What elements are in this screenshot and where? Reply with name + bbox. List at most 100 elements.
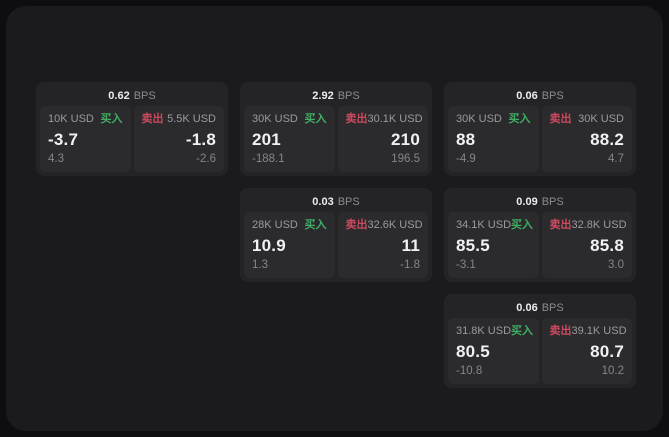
- card-header: 0.09 BPS: [448, 192, 632, 212]
- buy-pane[interactable]: 10K USD 买入 -3.7 4.3: [40, 106, 131, 172]
- quote-card[interactable]: 0.62 BPS 10K USD 买入 -3.7 4.3 卖出 5.5K USD…: [36, 82, 228, 176]
- card-body: 34.1K USD 买入 85.5 -3.1 卖出 32.8K USD 85.8…: [448, 212, 632, 278]
- card-header: 0.06 BPS: [448, 298, 632, 318]
- quote-card[interactable]: 0.06 BPS 30K USD 买入 88 -4.9 卖出 30K USD 8…: [444, 82, 636, 176]
- sell-main-value: 11: [401, 236, 420, 255]
- bps-value: 0.62: [108, 90, 130, 102]
- sell-pane[interactable]: 卖出 30K USD 88.2 4.7: [541, 106, 632, 172]
- quote-card[interactable]: 0.03 BPS 28K USD 买入 10.9 1.3 卖出 32.6K US…: [240, 188, 432, 282]
- bps-label: BPS: [541, 90, 564, 102]
- quote-card[interactable]: 2.92 BPS 30K USD 买入 201 -188.1 卖出 30.1K …: [240, 82, 432, 176]
- buy-pane[interactable]: 31.8K USD 买入 80.5 -10.8: [448, 318, 539, 384]
- card-body: 30K USD 买入 88 -4.9 卖出 30K USD 88.2 4.7: [448, 106, 632, 172]
- buy-sub-value: 1.3: [252, 259, 268, 271]
- sell-sub-value: -1.8: [400, 259, 420, 271]
- quote-card[interactable]: 0.09 BPS 34.1K USD 买入 85.5 -3.1 卖出 32.8K…: [444, 188, 636, 282]
- sell-main-value: 85.8: [590, 236, 624, 255]
- buy-sub-value: 4.3: [48, 153, 64, 165]
- buy-main-value: 85.5: [456, 236, 490, 255]
- bps-label: BPS: [541, 196, 564, 208]
- sell-pane-top: 卖出 32.6K USD: [345, 219, 423, 232]
- sell-sub-value: 10.2: [601, 365, 624, 377]
- buy-pane-top: 10K USD 买入: [48, 113, 123, 126]
- buy-badge: 买入: [100, 113, 123, 125]
- bps-value: 0.06: [516, 90, 538, 102]
- buy-badge: 买入: [304, 113, 327, 125]
- sell-badge: 卖出: [549, 219, 572, 231]
- card-header: 0.03 BPS: [244, 192, 428, 212]
- buy-badge: 买入: [511, 219, 534, 231]
- buy-amount: 31.8K USD: [456, 325, 512, 337]
- sell-main-value: -1.8: [185, 130, 216, 149]
- buy-pane-top: 31.8K USD 买入: [456, 325, 534, 338]
- card-header: 0.62 BPS: [40, 86, 224, 106]
- card-body: 31.8K USD 买入 80.5 -10.8 卖出 39.1K USD 80.…: [448, 318, 632, 384]
- buy-amount: 30K USD: [456, 113, 502, 125]
- buy-pane[interactable]: 34.1K USD 买入 85.5 -3.1: [448, 212, 539, 278]
- card-header: 2.92 BPS: [244, 86, 428, 106]
- sell-badge: 卖出: [141, 113, 164, 125]
- buy-main-value: 201: [252, 130, 281, 149]
- card-body: 10K USD 买入 -3.7 4.3 卖出 5.5K USD -1.8 -2.…: [40, 106, 224, 172]
- sell-badge: 卖出: [345, 113, 368, 125]
- buy-main-value: 88: [456, 130, 476, 149]
- sell-amount: 32.6K USD: [367, 219, 423, 231]
- buy-amount: 34.1K USD: [456, 219, 512, 231]
- sell-amount: 39.1K USD: [571, 325, 627, 337]
- buy-amount: 10K USD: [48, 113, 94, 125]
- sell-sub-value: -2.6: [196, 153, 216, 165]
- buy-pane[interactable]: 30K USD 买入 201 -188.1: [244, 106, 335, 172]
- bps-value: 0.03: [312, 196, 334, 208]
- buy-amount: 28K USD: [252, 219, 298, 231]
- buy-amount: 30K USD: [252, 113, 298, 125]
- sell-pane[interactable]: 卖出 30.1K USD 210 196.5: [337, 106, 428, 172]
- buy-pane[interactable]: 30K USD 买入 88 -4.9: [448, 106, 539, 172]
- sell-pane-top: 卖出 30.1K USD: [345, 113, 423, 126]
- sell-pane-top: 卖出 30K USD: [550, 113, 625, 126]
- buy-sub-value: -188.1: [252, 153, 285, 165]
- sell-sub-value: 196.5: [391, 153, 420, 165]
- sell-amount: 32.8K USD: [571, 219, 627, 231]
- sell-amount: 30.1K USD: [367, 113, 423, 125]
- bps-label: BPS: [337, 90, 360, 102]
- buy-sub-value: -4.9: [456, 153, 476, 165]
- sell-pane[interactable]: 卖出 32.6K USD 11 -1.8: [337, 212, 428, 278]
- sell-badge: 卖出: [549, 325, 572, 337]
- buy-pane-top: 28K USD 买入: [252, 219, 327, 232]
- sell-sub-value: 3.0: [608, 259, 624, 271]
- card-body: 30K USD 买入 201 -188.1 卖出 30.1K USD 210 1…: [244, 106, 428, 172]
- buy-main-value: 80.5: [456, 342, 490, 361]
- bps-value: 0.06: [516, 302, 538, 314]
- bps-label: BPS: [133, 90, 156, 102]
- sell-pane-top: 卖出 32.8K USD: [549, 219, 627, 232]
- sell-main-value: 210: [391, 130, 420, 149]
- cards-grid: 0.62 BPS 10K USD 买入 -3.7 4.3 卖出 5.5K USD…: [36, 82, 636, 388]
- buy-pane-top: 30K USD 买入: [456, 113, 531, 126]
- buy-badge: 买入: [304, 219, 327, 231]
- buy-sub-value: -10.8: [456, 365, 483, 377]
- buy-pane-top: 30K USD 买入: [252, 113, 327, 126]
- sell-pane-top: 卖出 39.1K USD: [549, 325, 627, 338]
- buy-pane-top: 34.1K USD 买入: [456, 219, 534, 232]
- sell-main-value: 88.2: [590, 130, 624, 149]
- quote-card[interactable]: 0.06 BPS 31.8K USD 买入 80.5 -10.8 卖出 39.1…: [444, 294, 636, 388]
- sell-pane[interactable]: 卖出 5.5K USD -1.8 -2.6: [133, 106, 224, 172]
- buy-pane[interactable]: 28K USD 买入 10.9 1.3: [244, 212, 335, 278]
- card-header: 0.06 BPS: [448, 86, 632, 106]
- buy-main-value: -3.7: [48, 130, 79, 149]
- bps-value: 2.92: [312, 90, 334, 102]
- sell-badge: 卖出: [549, 113, 572, 125]
- buy-badge: 买入: [508, 113, 531, 125]
- sell-pane[interactable]: 卖出 32.8K USD 85.8 3.0: [541, 212, 632, 278]
- buy-badge: 买入: [511, 325, 534, 337]
- bps-label: BPS: [337, 196, 360, 208]
- sell-pane[interactable]: 卖出 39.1K USD 80.7 10.2: [541, 318, 632, 384]
- sell-amount: 30K USD: [578, 113, 624, 125]
- main-panel: 0.62 BPS 10K USD 买入 -3.7 4.3 卖出 5.5K USD…: [6, 6, 663, 431]
- bps-label: BPS: [541, 302, 564, 314]
- sell-sub-value: 4.7: [608, 153, 624, 165]
- bps-value: 0.09: [516, 196, 538, 208]
- sell-badge: 卖出: [345, 219, 368, 231]
- buy-sub-value: -3.1: [456, 259, 476, 271]
